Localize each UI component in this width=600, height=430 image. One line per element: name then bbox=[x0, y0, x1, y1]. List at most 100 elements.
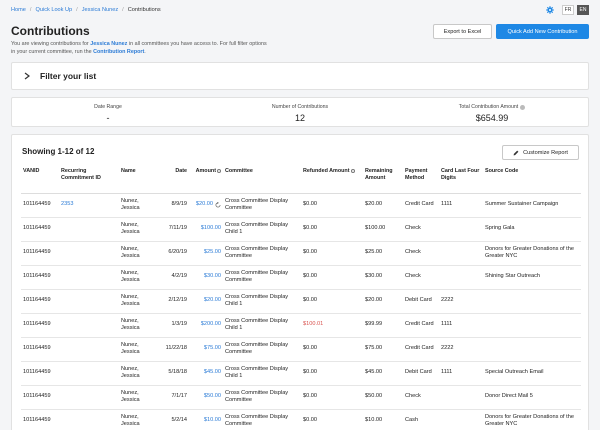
cell-name: Nunez, Jessica bbox=[119, 385, 159, 410]
summary-total: Total Contribution Amount $654.99 bbox=[396, 98, 588, 126]
cell-date: 7/11/19 bbox=[159, 217, 189, 242]
cell-recurring[interactable] bbox=[59, 313, 119, 338]
cell-committee: Cross Committee Display Committee bbox=[223, 337, 301, 362]
col-name[interactable]: Name bbox=[119, 165, 159, 194]
cell-date: 8/9/19 bbox=[159, 193, 189, 218]
intro-text: You are viewing contributions for Jessic… bbox=[11, 40, 271, 56]
count-value: 12 bbox=[294, 113, 305, 123]
cell-amount[interactable]: $75.00 bbox=[189, 337, 223, 362]
export-to-excel-button[interactable]: Export to Excel bbox=[433, 24, 492, 39]
cell-refunded: $0.00 bbox=[301, 289, 363, 314]
cell-amount[interactable]: $30.00 bbox=[189, 265, 223, 290]
customize-report-label: Customize Report bbox=[523, 149, 568, 156]
cell-vanid: 101164459 bbox=[21, 385, 59, 410]
table-row: 101164459 Nunez, Jessica 2/12/19 $20.00 … bbox=[21, 289, 581, 314]
cell-name: Nunez, Jessica bbox=[119, 217, 159, 242]
cell-committee: Cross Committee Display Child 1 bbox=[223, 361, 301, 386]
cell-remaining: $50.00 bbox=[363, 385, 403, 410]
top-right-controls: FR EN bbox=[545, 5, 589, 15]
cell-refunded: $0.00 bbox=[301, 265, 363, 290]
cell-date: 2/12/19 bbox=[159, 289, 189, 314]
breadcrumb-separator: / bbox=[29, 7, 32, 13]
summary-panel: Date Range - Number of Contributions 12 … bbox=[11, 97, 589, 127]
cell-recurring[interactable] bbox=[59, 337, 119, 362]
cell-remaining: $30.00 bbox=[363, 265, 403, 290]
cell-amount[interactable]: $10.00 bbox=[189, 409, 223, 430]
cell-amount[interactable]: $200.00 bbox=[189, 313, 223, 338]
cell-amount[interactable]: $45.00 bbox=[189, 361, 223, 386]
cell-recurring[interactable] bbox=[59, 265, 119, 290]
cell-card bbox=[439, 241, 483, 266]
col-amount-label: Amount bbox=[195, 168, 216, 174]
cell-card bbox=[439, 265, 483, 290]
col-vanid[interactable]: VANID bbox=[21, 165, 59, 194]
cell-date: 11/22/18 bbox=[159, 337, 189, 362]
col-refunded[interactable]: Refunded Amount bbox=[301, 165, 363, 194]
cell-vanid: 101164459 bbox=[21, 265, 59, 290]
table-row: 101164459 Nunez, Jessica 1/3/19 $200.00 … bbox=[21, 313, 581, 338]
filter-panel[interactable]: Filter your list bbox=[11, 62, 589, 90]
total-label: Total Contribution Amount bbox=[458, 104, 519, 110]
cell-vanid: 101164459 bbox=[21, 217, 59, 242]
breadcrumb-separator: / bbox=[76, 7, 78, 13]
cell-vanid: 101164459 bbox=[21, 289, 59, 314]
amount-link[interactable]: $20.00 bbox=[195, 201, 213, 208]
breadcrumb-quick-look-up[interactable]: Quick Look Up bbox=[35, 7, 73, 13]
cell-recurring[interactable] bbox=[59, 361, 119, 386]
cell-remaining: $45.00 bbox=[363, 361, 403, 386]
cell-amount: $20.00 bbox=[189, 193, 223, 218]
cell-card: 1111 bbox=[439, 313, 483, 338]
intro-person-link[interactable]: Jessica Nunez bbox=[90, 41, 128, 47]
cell-amount[interactable]: $100.00 bbox=[189, 217, 223, 242]
language-fr-button[interactable]: FR bbox=[562, 5, 574, 15]
breadcrumb: Home / Quick Look Up / Jessica Nunez / C… bbox=[11, 7, 161, 13]
gear-icon[interactable] bbox=[545, 5, 555, 15]
cell-recurring[interactable] bbox=[59, 409, 119, 430]
cell-vanid: 101164459 bbox=[21, 241, 59, 266]
info-icon[interactable] bbox=[520, 104, 526, 110]
table-row: 101164459 Nunez, Jessica 7/11/19 $100.00… bbox=[21, 217, 581, 242]
contributions-table-card: Showing 1-12 of 12 Customize Report VANI… bbox=[11, 134, 589, 430]
cell-amount[interactable]: $20.00 bbox=[189, 289, 223, 314]
cell-refunded: $0.00 bbox=[301, 385, 363, 410]
cell-payment: Check bbox=[403, 265, 439, 290]
col-source[interactable]: Source Code bbox=[483, 165, 581, 194]
cell-date: 5/2/14 bbox=[159, 409, 189, 430]
contribution-report-link[interactable]: Contribution Report bbox=[93, 49, 145, 55]
col-remaining[interactable]: Remaining Amount bbox=[363, 165, 403, 194]
cell-recurring[interactable]: 2353 bbox=[59, 193, 119, 218]
col-refunded-label: Refunded Amount bbox=[303, 168, 350, 174]
customize-report-button[interactable]: Customize Report bbox=[502, 145, 579, 160]
pencil-icon bbox=[513, 150, 519, 156]
table-row: 101164459 Nunez, Jessica 6/20/19 $25.00 … bbox=[21, 241, 581, 266]
cell-source bbox=[483, 337, 581, 362]
col-amount[interactable]: Amount bbox=[189, 165, 223, 194]
col-payment[interactable]: Payment Method bbox=[403, 165, 439, 194]
cell-source: Donors for Greater Donations of the Grea… bbox=[483, 409, 581, 430]
top-bar: Home / Quick Look Up / Jessica Nunez / C… bbox=[0, 0, 600, 20]
cell-committee: Cross Committee Display Committee bbox=[223, 193, 301, 218]
cell-committee: Cross Committee Display Committee bbox=[223, 385, 301, 410]
cell-card bbox=[439, 217, 483, 242]
breadcrumb-person[interactable]: Jessica Nunez bbox=[81, 7, 119, 13]
cell-card: 2222 bbox=[439, 337, 483, 362]
cell-amount[interactable]: $50.00 bbox=[189, 385, 223, 410]
cell-amount[interactable]: $25.00 bbox=[189, 241, 223, 266]
cell-recurring[interactable] bbox=[59, 289, 119, 314]
cell-recurring[interactable] bbox=[59, 217, 119, 242]
col-committee[interactable]: Committee bbox=[223, 165, 301, 194]
cell-payment: Credit Card bbox=[403, 313, 439, 338]
chevron-right-icon bbox=[24, 72, 32, 80]
cell-payment: Check bbox=[403, 241, 439, 266]
cell-payment: Check bbox=[403, 217, 439, 242]
cell-recurring[interactable] bbox=[59, 385, 119, 410]
col-date[interactable]: Date bbox=[159, 165, 189, 194]
cell-payment: Debit Card bbox=[403, 361, 439, 386]
quick-add-contribution-button[interactable]: Quick Add New Contribution bbox=[496, 24, 589, 39]
col-card[interactable]: Card Last Four Digits bbox=[439, 165, 483, 194]
breadcrumb-home[interactable]: Home bbox=[11, 7, 26, 13]
language-en-button[interactable]: EN bbox=[577, 5, 589, 15]
cell-recurring[interactable] bbox=[59, 241, 119, 266]
intro-prefix: You are viewing contributions for bbox=[11, 41, 91, 47]
col-recurring[interactable]: Recurring Commitment ID bbox=[59, 165, 119, 194]
